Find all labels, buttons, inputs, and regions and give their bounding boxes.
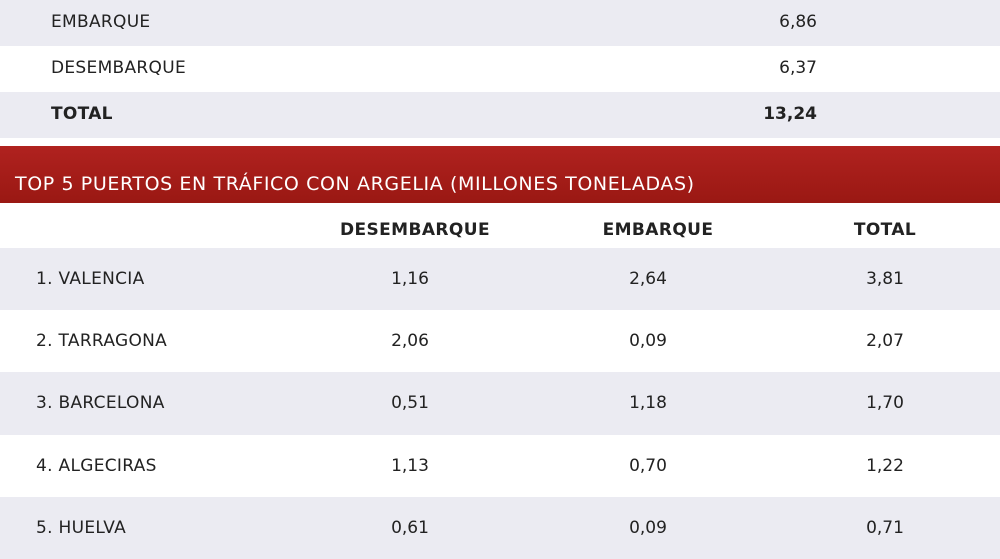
cell-desembarque: 1,13 [391,455,429,476]
cell-total: 3,81 [866,269,904,289]
cell-total: 1,22 [866,455,904,476]
table-row: 5. HUELVA 0,61 0,09 0,71 [0,496,1000,559]
summary-table: EMBARQUE 6,86 DESEMBARQUE 6,37 TOTAL 13,… [0,0,1000,138]
table-title: TOP 5 PUERTOS EN TRÁFICO CON ARGELIA (MI… [15,173,695,195]
cell-total: 1,70 [866,393,904,414]
port-name: 4. ALGECIRAS [36,455,157,476]
table-row: 3. BARCELONA 0,51 1,18 1,70 [0,372,1000,435]
summary-row-desembarque: DESEMBARQUE 6,37 [0,46,1000,92]
port-name: 2. TARRAGONA [36,331,168,352]
cell-embarque: 1,18 [629,393,667,414]
cell-embarque: 0,09 [629,517,667,538]
summary-label: EMBARQUE [51,12,151,32]
summary-value: 6,37 [779,58,817,78]
cell-desembarque: 1,16 [391,269,429,289]
port-name: 5. HUELVA [36,517,127,538]
cell-desembarque: 0,51 [391,393,429,414]
table-row: 1. VALENCIA 1,16 2,64 3,81 [0,248,1000,311]
table-row: 2. TARRAGONA 2,06 0,09 2,07 [0,310,1000,372]
cell-embarque: 0,09 [629,331,667,352]
header-embarque: EMBARQUE [602,220,714,240]
table-title-banner: TOP 5 PUERTOS EN TRÁFICO CON ARGELIA (MI… [0,146,1000,215]
cell-embarque: 2,64 [629,269,667,289]
header-total: TOTAL [853,220,917,240]
cell-desembarque: 0,61 [391,517,429,538]
summary-label: DESEMBARQUE [51,58,187,78]
summary-row-embarque: EMBARQUE 6,86 [0,0,1000,46]
summary-value: 13,24 [763,104,817,124]
cell-embarque: 0,70 [629,455,667,476]
port-name: 1. VALENCIA [36,269,145,289]
table-row: 4. ALGECIRAS 1,13 0,70 1,22 [0,435,1000,497]
summary-label: TOTAL [51,104,113,124]
port-name: 3. BARCELONA [36,393,165,414]
cell-desembarque: 2,06 [391,331,429,352]
summary-value: 6,86 [779,12,817,32]
cell-total: 2,07 [866,331,904,352]
table-header: DESEMBARQUE EMBARQUE TOTAL [0,203,1000,248]
summary-row-total: TOTAL 13,24 [0,92,1000,138]
cell-total: 0,71 [866,517,904,538]
header-desembarque: DESEMBARQUE [340,220,490,240]
table-body: 1. VALENCIA 1,16 2,64 3,81 2. TARRAGONA … [0,248,1000,559]
